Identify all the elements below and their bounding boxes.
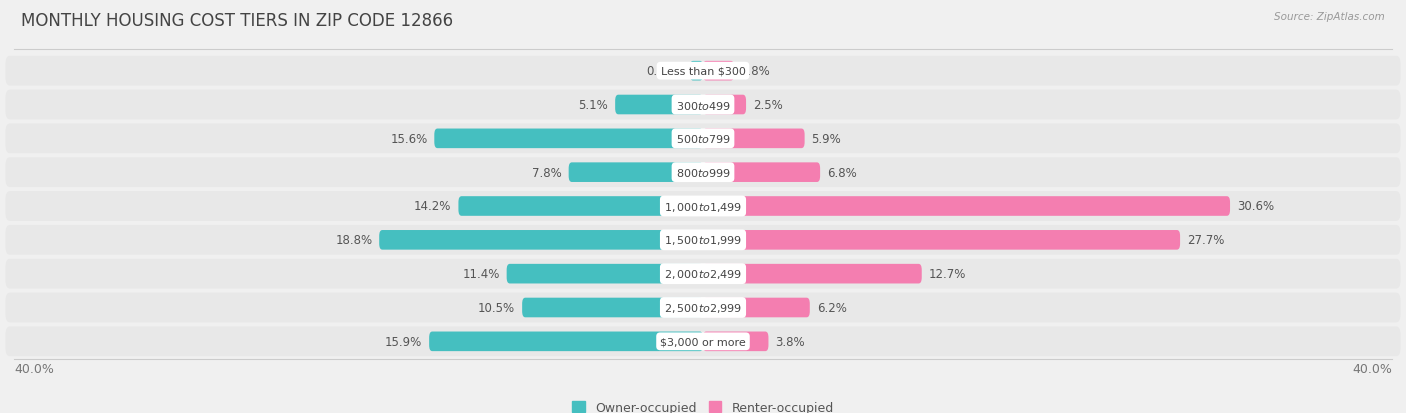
FancyBboxPatch shape <box>690 62 703 81</box>
Text: 5.9%: 5.9% <box>811 133 841 145</box>
FancyBboxPatch shape <box>703 129 804 149</box>
FancyBboxPatch shape <box>703 264 922 284</box>
Text: $1,000 to $1,499: $1,000 to $1,499 <box>664 200 742 213</box>
Text: $300 to $499: $300 to $499 <box>675 99 731 111</box>
Text: 15.6%: 15.6% <box>391 133 427 145</box>
FancyBboxPatch shape <box>6 293 1400 323</box>
Text: 11.4%: 11.4% <box>463 268 499 280</box>
Text: 15.9%: 15.9% <box>385 335 422 348</box>
FancyBboxPatch shape <box>703 298 810 318</box>
Text: 12.7%: 12.7% <box>928 268 966 280</box>
FancyBboxPatch shape <box>616 95 703 115</box>
FancyBboxPatch shape <box>703 95 747 115</box>
Text: 18.8%: 18.8% <box>335 234 373 247</box>
FancyBboxPatch shape <box>434 129 703 149</box>
Text: 3.8%: 3.8% <box>775 335 806 348</box>
Text: $2,000 to $2,499: $2,000 to $2,499 <box>664 268 742 280</box>
FancyBboxPatch shape <box>703 197 1230 216</box>
Text: $500 to $799: $500 to $799 <box>675 133 731 145</box>
FancyBboxPatch shape <box>703 230 1180 250</box>
FancyBboxPatch shape <box>380 230 703 250</box>
Text: $1,500 to $1,999: $1,500 to $1,999 <box>664 234 742 247</box>
FancyBboxPatch shape <box>6 259 1400 289</box>
Text: MONTHLY HOUSING COST TIERS IN ZIP CODE 12866: MONTHLY HOUSING COST TIERS IN ZIP CODE 1… <box>21 12 453 30</box>
FancyBboxPatch shape <box>6 192 1400 221</box>
Text: 6.2%: 6.2% <box>817 301 846 314</box>
Text: 30.6%: 30.6% <box>1237 200 1274 213</box>
Text: 1.8%: 1.8% <box>741 65 770 78</box>
FancyBboxPatch shape <box>703 163 820 183</box>
Text: 10.5%: 10.5% <box>478 301 515 314</box>
Text: Source: ZipAtlas.com: Source: ZipAtlas.com <box>1274 12 1385 22</box>
FancyBboxPatch shape <box>6 57 1400 86</box>
FancyBboxPatch shape <box>458 197 703 216</box>
Text: 5.1%: 5.1% <box>578 99 609 112</box>
FancyBboxPatch shape <box>703 62 734 81</box>
FancyBboxPatch shape <box>6 327 1400 356</box>
Text: $2,500 to $2,999: $2,500 to $2,999 <box>664 301 742 314</box>
FancyBboxPatch shape <box>429 332 703 351</box>
FancyBboxPatch shape <box>568 163 703 183</box>
FancyBboxPatch shape <box>6 158 1400 188</box>
FancyBboxPatch shape <box>6 124 1400 154</box>
Legend: Owner-occupied, Renter-occupied: Owner-occupied, Renter-occupied <box>572 401 834 413</box>
FancyBboxPatch shape <box>522 298 703 318</box>
FancyBboxPatch shape <box>506 264 703 284</box>
Text: 40.0%: 40.0% <box>1353 363 1392 375</box>
Text: 0.76%: 0.76% <box>645 65 683 78</box>
FancyBboxPatch shape <box>6 225 1400 255</box>
Text: 6.8%: 6.8% <box>827 166 856 179</box>
Text: 27.7%: 27.7% <box>1187 234 1225 247</box>
Text: 40.0%: 40.0% <box>14 363 53 375</box>
FancyBboxPatch shape <box>703 332 769 351</box>
Text: $3,000 or more: $3,000 or more <box>661 337 745 347</box>
Text: $800 to $999: $800 to $999 <box>675 167 731 179</box>
Text: 7.8%: 7.8% <box>531 166 562 179</box>
FancyBboxPatch shape <box>6 90 1400 120</box>
Text: 14.2%: 14.2% <box>415 200 451 213</box>
Text: 2.5%: 2.5% <box>754 99 783 112</box>
Text: Less than $300: Less than $300 <box>661 66 745 76</box>
